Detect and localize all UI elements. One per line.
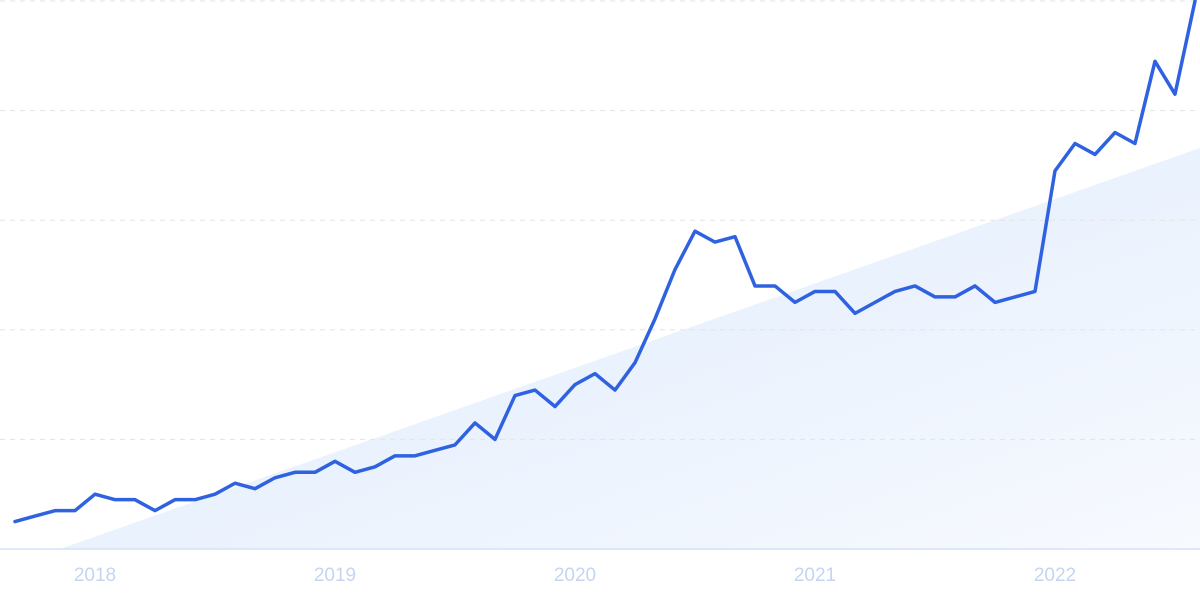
x-tick-label: 2022 xyxy=(1034,565,1076,586)
trend-area xyxy=(60,148,1200,549)
x-tick-label: 2019 xyxy=(314,565,356,586)
trend-line xyxy=(13,0,1197,524)
x-tick-label: 2020 xyxy=(554,565,596,586)
x-tick-label: 2021 xyxy=(794,565,836,586)
x-tick-label: 2018 xyxy=(74,565,116,586)
